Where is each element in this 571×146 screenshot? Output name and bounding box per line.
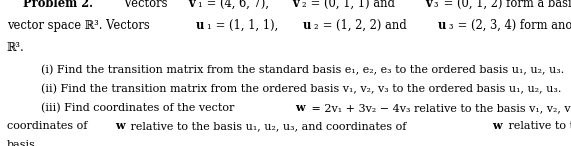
Text: u: u bbox=[303, 19, 311, 32]
Text: w: w bbox=[493, 120, 502, 131]
Text: ₃: ₃ bbox=[434, 0, 439, 10]
Text: = (0, 1, 1) and: = (0, 1, 1) and bbox=[307, 0, 399, 10]
Text: Vectors: Vectors bbox=[113, 0, 171, 10]
Text: ₁: ₁ bbox=[197, 0, 202, 10]
Text: coordinates of: coordinates of bbox=[7, 121, 91, 131]
Text: v: v bbox=[425, 0, 432, 10]
Text: = (4, 6, 7),: = (4, 6, 7), bbox=[203, 0, 272, 10]
Text: v: v bbox=[292, 0, 299, 10]
Text: Problem 2.: Problem 2. bbox=[23, 0, 93, 10]
Text: relative to the basis u₁, u₂, u₃, and coordinates of: relative to the basis u₁, u₂, u₃, and co… bbox=[127, 121, 411, 131]
Text: = (1, 2, 2) and: = (1, 2, 2) and bbox=[319, 19, 411, 32]
Text: ₁: ₁ bbox=[207, 19, 211, 32]
Text: relative to the standard: relative to the standard bbox=[505, 121, 571, 131]
Text: w: w bbox=[115, 120, 124, 131]
Text: (i) Find the transition matrix from the standard basis e₁, e₂, e₃ to the ordered: (i) Find the transition matrix from the … bbox=[41, 65, 564, 75]
Text: ₂: ₂ bbox=[313, 19, 318, 32]
Text: basis.: basis. bbox=[7, 140, 39, 146]
Text: w: w bbox=[295, 102, 305, 113]
Text: ₃: ₃ bbox=[448, 19, 453, 32]
Text: (iii) Find coordinates of the vector: (iii) Find coordinates of the vector bbox=[41, 103, 238, 113]
Text: = (0, 1, 2) form a basis for the: = (0, 1, 2) form a basis for the bbox=[440, 0, 571, 10]
Text: = (2, 3, 4) form another basis for: = (2, 3, 4) form another basis for bbox=[454, 19, 571, 32]
Text: ℝ³.: ℝ³. bbox=[7, 41, 25, 54]
Text: u: u bbox=[437, 19, 446, 32]
Text: u: u bbox=[196, 19, 204, 32]
Text: vector space ℝ³. Vectors: vector space ℝ³. Vectors bbox=[7, 19, 153, 32]
Text: v: v bbox=[188, 0, 195, 10]
Text: = 2v₁ + 3v₂ − 4v₃ relative to the basis v₁, v₂, v₃,: = 2v₁ + 3v₂ − 4v₃ relative to the basis … bbox=[308, 103, 571, 113]
Text: (ii) Find the transition matrix from the ordered basis v₁, v₂, v₃ to the ordered: (ii) Find the transition matrix from the… bbox=[41, 84, 561, 94]
Text: ₂: ₂ bbox=[301, 0, 305, 10]
Text: = (1, 1, 1),: = (1, 1, 1), bbox=[212, 19, 283, 32]
